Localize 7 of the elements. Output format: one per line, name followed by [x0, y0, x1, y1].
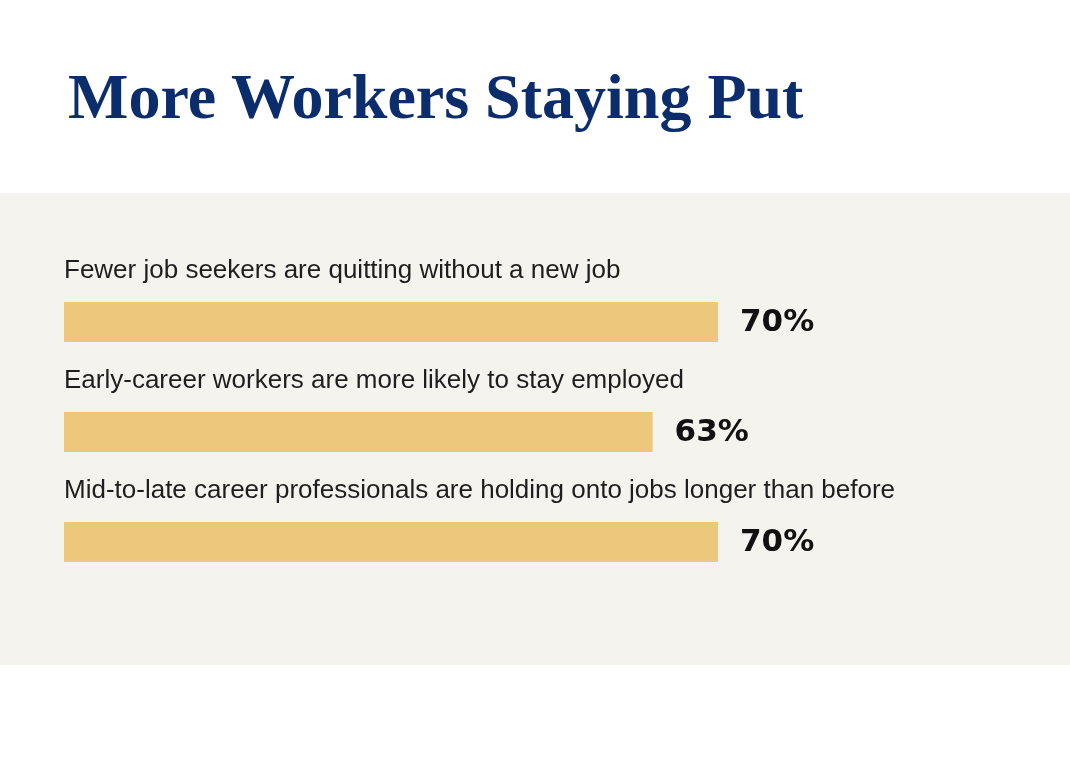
- data-label: 63%: [674, 412, 749, 448]
- chart-title: More Workers Staying Put: [68, 61, 805, 132]
- y-tick-label: Early-career workers are more likely to stay employed: [64, 364, 684, 394]
- data-label: 70%: [740, 522, 815, 558]
- data-label: 70%: [740, 302, 815, 338]
- y-tick-label: Mid-to-late career professionals are holding onto jobs longer than before: [64, 474, 896, 504]
- y-tick-label: Fewer job seekers are quitting without a new job: [64, 254, 621, 284]
